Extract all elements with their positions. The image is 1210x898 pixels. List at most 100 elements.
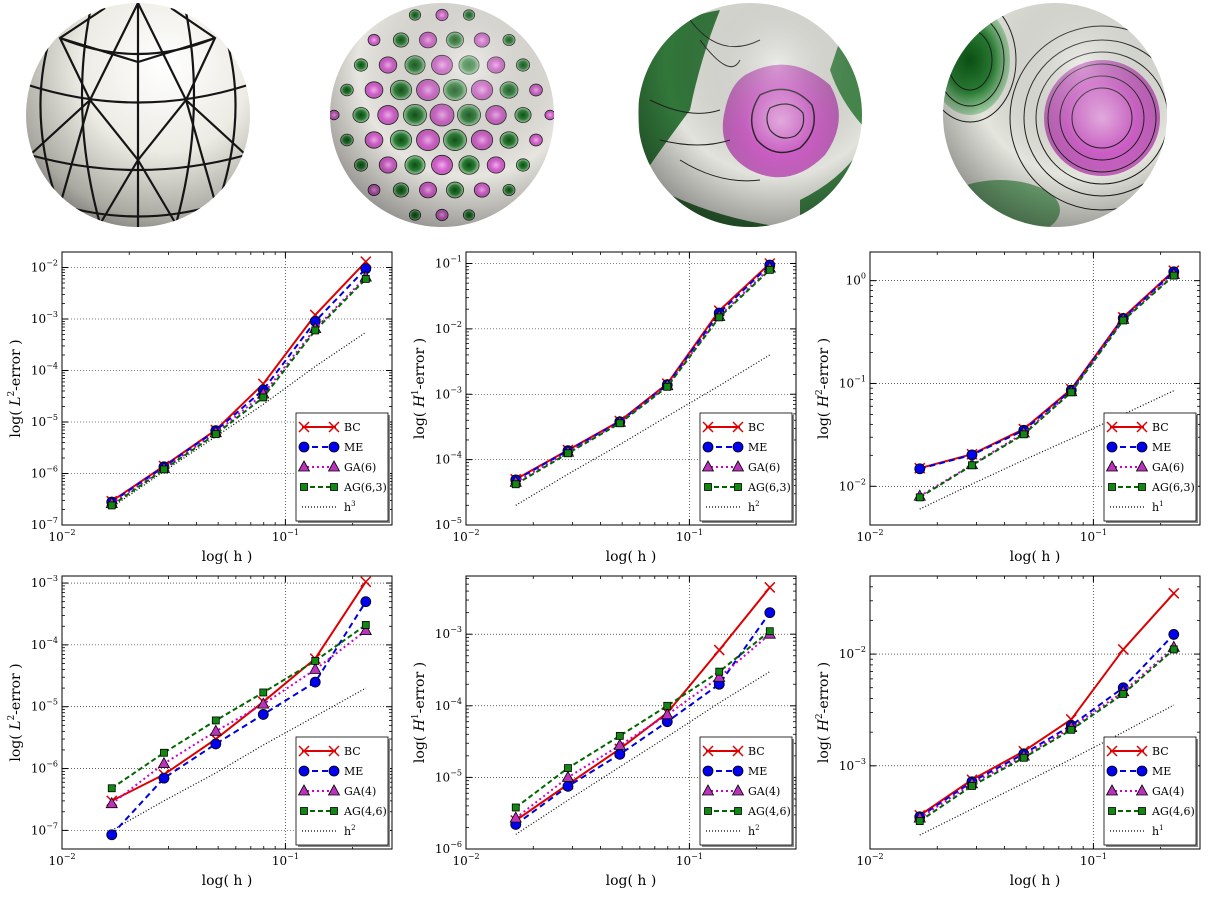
data-point-ag: [765, 265, 774, 274]
legend-marker: [297, 460, 311, 472]
plot-4-l2-error: 10−7 10−6 10−5 10−4 10−3 10−2 10−1 log( h ) log(…: [7, 574, 393, 889]
data-point-me: [158, 772, 170, 784]
sphere-low-frequency-detail: [638, 3, 862, 227]
x-axis-label: log( h ): [1010, 873, 1061, 889]
data-point-ga: [309, 662, 322, 674]
x-axis-label: log( h ): [606, 549, 657, 565]
y-tick-label: 10−6: [31, 760, 58, 776]
data-point-ag: [615, 731, 624, 740]
legend-marker: [328, 441, 340, 453]
data-point-ag: [915, 493, 924, 502]
x-tick-label: 10−1: [272, 528, 299, 544]
data-point-ag: [511, 480, 520, 489]
x-tick-label: 10−2: [48, 528, 75, 544]
y-axis-label: log( L2-error ): [7, 339, 24, 437]
data-point-ag: [211, 716, 220, 725]
data-point-ag: [1119, 690, 1128, 698]
data-point-me: [309, 676, 321, 688]
legend-entry: GA(4): [344, 785, 376, 798]
legend-marker: [1136, 765, 1148, 777]
legend-marker: [1136, 745, 1148, 757]
legend-entry: BC: [1152, 421, 1169, 434]
y-tick-label: 10−3: [435, 625, 462, 641]
legend-marker: [1136, 421, 1148, 433]
legend-entry: AG(6,3): [747, 481, 791, 494]
legend-marker: [300, 807, 308, 815]
series-line-me: [515, 612, 771, 826]
x-tick-label: 10−1: [676, 528, 703, 544]
y-tick-label: 10−5: [31, 413, 58, 429]
data-point-ag: [361, 275, 370, 283]
legend-marker: [298, 765, 310, 777]
legend-marker: [330, 483, 338, 491]
legend-entry: BC: [1152, 745, 1169, 758]
legend-marker: [1138, 807, 1146, 815]
data-point-bc: [713, 644, 725, 656]
y-tick-label: 10−2: [435, 320, 462, 336]
y-tick-label: 10−4: [435, 697, 462, 713]
sphere-renderings: [26, 3, 1167, 227]
data-point-ga: [209, 724, 222, 736]
legend-entry: GA(4): [748, 785, 780, 798]
legend-entry: AG(4,6): [343, 805, 387, 818]
legend-entry: BC: [344, 421, 361, 434]
data-point-ag: [765, 627, 774, 636]
data-point-ag: [1019, 430, 1028, 439]
axes-frame: [465, 251, 797, 526]
sphere-smooth: [943, 3, 1167, 227]
legend-marker: [328, 765, 340, 777]
y-tick-label: 10−3: [839, 757, 866, 773]
data-point-ag: [715, 667, 724, 676]
legend: [699, 736, 793, 846]
legend-entry: ME: [344, 441, 363, 454]
y-tick-label: 10−1: [839, 374, 866, 390]
axes-frame: [61, 575, 393, 850]
data-point-ag: [663, 701, 672, 710]
series-line-ga: [111, 276, 367, 505]
legend-marker: [732, 765, 744, 777]
data-point-bc: [360, 576, 372, 588]
data-point-ga: [359, 623, 372, 636]
legend-marker: [732, 441, 744, 453]
axes-frame: [869, 575, 1201, 850]
legend-entry: BC: [748, 745, 765, 758]
y-axis-label: log( H2-error ): [815, 662, 832, 763]
data-point-me: [257, 709, 269, 720]
series-line-me: [111, 601, 367, 836]
legend-marker: [731, 784, 745, 796]
legend-entry: BC: [748, 421, 765, 434]
x-tick-label: 10−2: [452, 852, 479, 868]
series-line-bc: [111, 581, 367, 802]
legend-entry: h2: [748, 824, 760, 838]
legend-marker: [732, 421, 744, 433]
legend-entry: h2: [748, 500, 760, 514]
data-point-ag: [511, 803, 520, 812]
legend-entry: ME: [344, 765, 363, 778]
legend-entry: AG(6,3): [343, 481, 387, 494]
legend-marker: [328, 421, 340, 433]
series-line-ga: [919, 646, 1175, 819]
data-point-ag: [1169, 645, 1178, 654]
x-tick-label: 10−1: [272, 852, 299, 868]
series-line-bc: [515, 586, 771, 822]
data-point-ag: [107, 501, 116, 510]
sphere-high-frequency: [330, 3, 554, 227]
series-line-reference: [919, 390, 1175, 510]
legend-entry: BC: [344, 745, 361, 758]
series-line-me: [111, 267, 367, 503]
data-point-bc: [1168, 587, 1180, 599]
plot-3-h2-error: 10−2 10−1 100 10−2 10−1 log( h ) log( H2-error…: [815, 251, 1201, 565]
legend-marker: [1136, 441, 1148, 453]
legend-entry: h1: [1152, 824, 1164, 838]
data-point-me: [764, 607, 776, 619]
data-point-ag: [1019, 753, 1028, 762]
y-tick-label: 10−5: [31, 698, 58, 714]
legend-entry: ME: [748, 441, 767, 454]
legend-marker: [1108, 483, 1116, 491]
x-tick-label: 10−1: [1080, 852, 1107, 868]
data-point-ag: [311, 326, 320, 335]
legend-marker: [1105, 460, 1119, 472]
legend-marker: [298, 441, 310, 453]
